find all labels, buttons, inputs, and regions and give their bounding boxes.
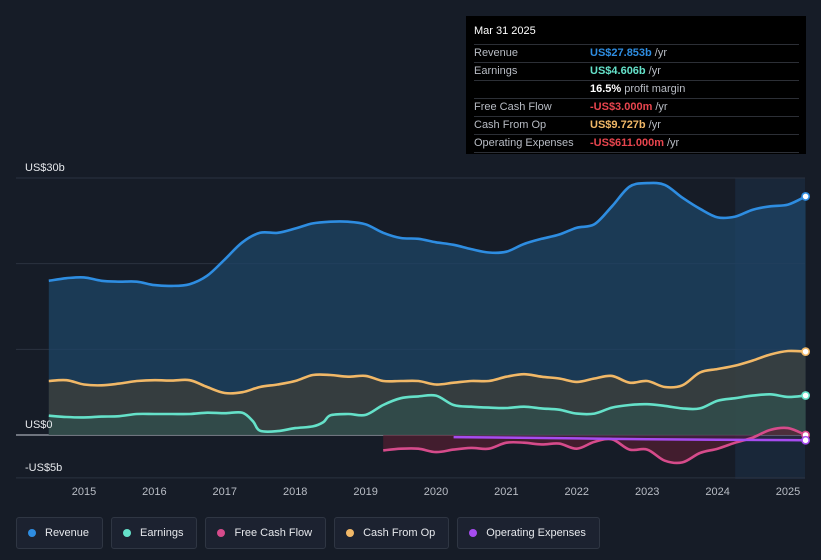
cash-from-op-endpoint [801,347,810,357]
tooltip-row-cash-from-op: Cash From Op US$9.727b /yr [474,116,799,134]
legend-label: Earnings [140,527,184,539]
series-areas [48,182,806,464]
tooltip-row-revenue: Revenue US$27.853b /yr [474,44,799,62]
legend-label: Cash From Op [363,527,436,539]
tooltip-label: Free Cash Flow [474,101,552,113]
tooltip-label: Revenue [474,47,519,59]
revenue-line [48,181,807,288]
tooltip-value: US$27.853b [590,47,652,59]
x-axis-label: 2018 [283,486,307,498]
tooltip-unit: /yr [667,137,680,149]
legend-item-cash-from-op[interactable]: Cash From Op [334,517,450,549]
earnings-line [48,392,806,434]
x-axis-labels: 2015 2016 2017 2018 2019 2020 2021 2022 2023 2024… [72,486,800,498]
earnings-endpoint [801,391,810,400]
tooltip-row-free-cash-flow: Free Cash Flow -US$3.000m /yr [474,98,799,116]
y-axis-labels: US$30b US$0 -US$5b [25,162,65,474]
legend-item-free-cash-flow[interactable]: Free Cash Flow [205,517,327,549]
chart-legend: Revenue Earnings Free Cash Flow Cash Fro… [16,517,608,549]
x-axis-label: 2021 [494,486,518,498]
tooltip-date: Mar 31 2025 [474,25,536,37]
series-lines [48,181,807,465]
x-axis-label: 2023 [635,486,659,498]
tooltip-label: Operating Expenses [474,137,574,149]
x-axis-label: 2016 [142,486,166,498]
x-axis-label: 2022 [565,486,589,498]
legend-item-revenue[interactable]: Revenue [16,517,104,549]
tooltip-row-earnings: Earnings US$4.606b /yr [474,62,799,80]
tooltip-value: US$9.727b [590,119,646,131]
tooltip-label: Earnings [474,65,518,77]
legend-dot-icon [469,529,478,537]
legend-dot-icon [346,529,355,537]
series-endpoints [801,192,810,445]
legend-item-operating-expenses[interactable]: Operating Expenses [457,517,600,549]
legend-label: Operating Expenses [486,527,586,539]
operating-expenses-endpoint [801,435,810,445]
legend-label: Revenue [45,527,90,539]
tooltip-unit: profit margin [624,83,686,95]
tooltip-label [474,81,590,98]
tooltip-value: -US$611.000m [590,137,664,149]
tooltip-unit: /yr [655,101,668,113]
x-axis-label: 2020 [424,486,448,498]
x-axis-label: 2017 [213,486,237,498]
tooltip-unit: /yr [648,119,661,131]
legend-label: Free Cash Flow [234,527,313,539]
legend-dot-icon [217,529,226,537]
tooltip-unit: /yr [648,65,661,77]
earnings-area [48,394,806,435]
cash-from-op-line [48,349,806,395]
tooltip-unit: /yr [654,47,667,59]
x-axis-label: 2024 [705,486,729,498]
tooltip-label: Cash From Op [474,119,547,131]
revenue-area [48,182,806,435]
free-cash-flow-line [383,426,807,465]
x-axis-label: 2015 [72,486,96,498]
legend-dot-icon [123,529,132,537]
tooltip-value: US$4.606b [590,65,646,77]
y-axis-label: US$30b [25,162,65,174]
tooltip-value: -US$3.000m [590,101,653,113]
tooltip-row-profit-margin: 16.5% profit margin [474,80,799,98]
operating-expenses-line [453,435,806,442]
x-axis-label: 2025 [776,486,800,498]
y-axis-label: US$0 [25,419,53,431]
legend-item-earnings[interactable]: Earnings [111,517,198,549]
tooltip-value: 16.5% [590,83,622,95]
tooltip-panel: Mar 31 2025 Revenue US$27.853b /yr Earni… [466,16,806,154]
revenue-endpoint [801,192,810,201]
y-axis-label: -US$5b [25,462,62,474]
x-axis-label: 2019 [353,486,377,498]
tooltip-row-operating-expenses: Operating Expenses -US$611.000m /yr [474,134,799,153]
legend-dot-icon [28,529,36,537]
